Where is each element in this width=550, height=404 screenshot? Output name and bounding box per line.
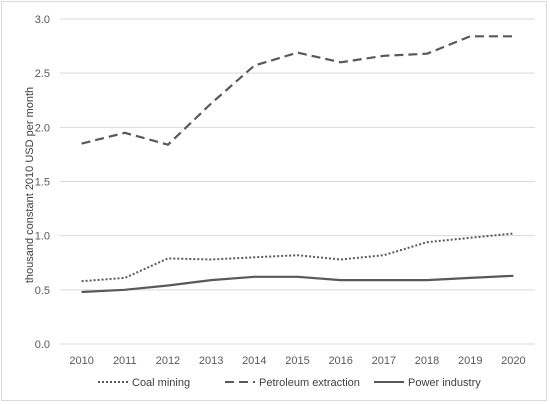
- y-tick-label: 0.5: [35, 285, 50, 297]
- series-line-power-industry: [81, 274, 514, 294]
- gridlines: [60, 18, 535, 345]
- x-tick-label: 2015: [285, 355, 309, 367]
- x-tick-label: 2012: [156, 355, 180, 367]
- x-tick-label: 2013: [199, 355, 223, 367]
- x-tick-label: 2016: [328, 355, 352, 367]
- y-axis-title: thousand constant 2010 USD per month: [24, 87, 36, 283]
- y-tick-label: 1.0: [35, 231, 50, 243]
- x-tick-label: 2011: [113, 355, 137, 367]
- series-line-coal-mining: [81, 232, 514, 283]
- y-tick-label: 2.0: [35, 122, 50, 134]
- y-tick-label: 0.0: [35, 339, 50, 351]
- y-axis-ticks: 0.0 0.5 1.0 1.5 2.0 2.5 3.0: [35, 14, 50, 351]
- series-lines: [81, 35, 514, 294]
- x-tick-label: 2017: [372, 355, 396, 367]
- x-axis-ticks: 2010 2011 2012 2013 2014 2015 2016 2017 2018 2019…: [69, 355, 525, 367]
- y-tick-label: 3.0: [35, 14, 50, 26]
- x-tick-label: 2020: [501, 355, 525, 367]
- x-tick-label: 2010: [69, 355, 93, 367]
- x-tick-label: 2014: [242, 355, 266, 367]
- y-tick-label: 2.5: [35, 68, 50, 80]
- legend: Coal mining Petroleum extraction Power ind…: [98, 377, 481, 389]
- y-tick-label: 1.5: [35, 177, 50, 189]
- legend-label: Petroleum extraction: [259, 377, 360, 389]
- x-tick-label: 2019: [458, 355, 482, 367]
- x-tick-label: 2018: [415, 355, 439, 367]
- legend-label: Power industry: [408, 377, 481, 389]
- legend-label: Coal mining: [132, 377, 190, 389]
- series-line-petroleum-extraction: [81, 35, 514, 146]
